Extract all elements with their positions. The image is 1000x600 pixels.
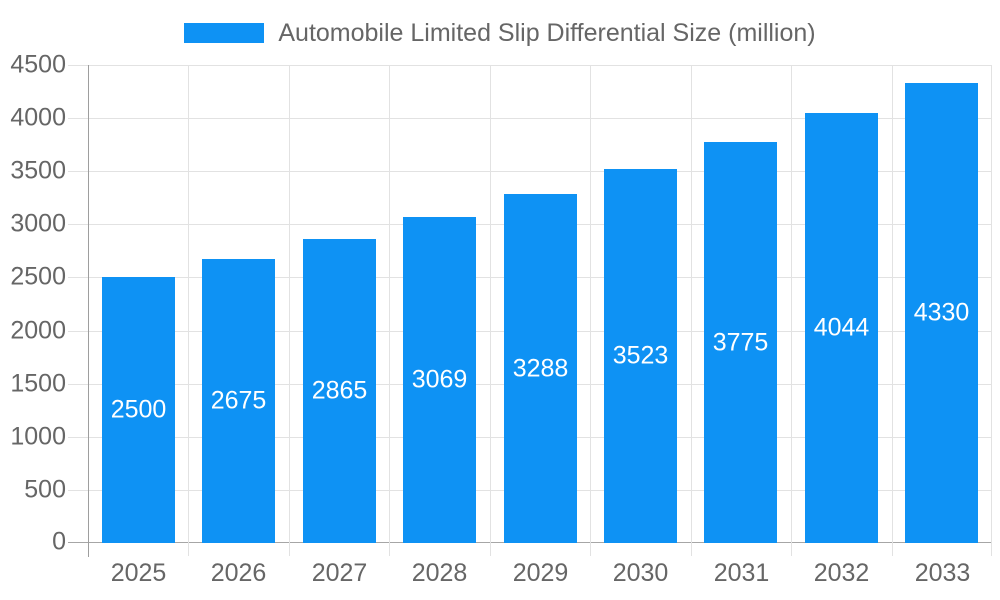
x-gridline (590, 65, 591, 556)
x-axis-label: 2030 (612, 559, 669, 587)
x-axis-label: 2026 (210, 559, 267, 587)
bar-value-label: 4330 (913, 298, 970, 327)
bar-2028[interactable]: 3069 (403, 217, 476, 543)
x-gridline (289, 65, 290, 556)
bar-2026[interactable]: 2675 (202, 259, 275, 543)
x-gridline (188, 65, 189, 556)
bar-value-label: 2500 (110, 395, 167, 424)
y-axis-label: 1500 (10, 369, 66, 398)
y-gridline (68, 118, 992, 119)
bar-2031[interactable]: 3775 (704, 142, 777, 543)
legend-swatch (184, 23, 265, 43)
bar-value-label: 3523 (612, 341, 669, 370)
bar-2029[interactable]: 3288 (504, 194, 577, 543)
x-axis-label: 2028 (411, 559, 468, 587)
y-axis-label: 2500 (10, 262, 66, 291)
bar-2025[interactable]: 2500 (102, 277, 175, 543)
x-gridline (791, 65, 792, 556)
legend-label: Automobile Limited Slip Differential Siz… (278, 18, 816, 47)
y-gridline (68, 65, 992, 66)
y-axis-line (88, 65, 89, 557)
y-axis-label: 500 (24, 475, 66, 504)
x-gridline (892, 65, 893, 556)
bar-value-label: 3288 (512, 354, 569, 382)
bar-value-label: 2865 (311, 376, 368, 405)
y-axis-label: 1000 (10, 422, 66, 451)
bar-2033[interactable]: 4330 (905, 83, 978, 543)
y-gridline (68, 171, 992, 172)
x-gridline (691, 65, 692, 556)
bar-value-label: 3069 (411, 365, 468, 394)
bar-2032[interactable]: 4044 (805, 113, 878, 543)
x-gridline (991, 65, 992, 556)
x-axis-label: 2027 (311, 559, 368, 587)
plot-area: 0 500 1000 1500 2000 2500 3000 3500 4000 4500 2500… (10, 51, 992, 587)
bar-value-label: 2675 (210, 386, 267, 415)
x-gridline (490, 65, 491, 556)
bar-value-label: 3775 (712, 328, 769, 356)
x-axis-label: 2029 (512, 559, 569, 587)
x-axis-label: 2032 (813, 559, 870, 587)
x-axis-label: 2033 (914, 559, 971, 587)
bar-2027[interactable]: 2865 (303, 239, 376, 543)
bar-2030[interactable]: 3523 (604, 169, 677, 543)
y-axis-label: 2000 (10, 316, 66, 345)
bar-value-label: 4044 (813, 313, 870, 342)
x-axis-label: 2025 (110, 559, 167, 587)
y-axis-label: 4000 (10, 103, 66, 132)
y-axis-label: 3000 (10, 209, 66, 238)
y-axis-label: 3500 (10, 156, 66, 185)
x-axis-label: 2031 (713, 559, 770, 587)
x-gridline (389, 65, 390, 556)
y-axis-label: 0 (52, 527, 66, 556)
legend[interactable]: Automobile Limited Slip Differential Siz… (0, 18, 1000, 47)
y-axis-label: 4500 (10, 50, 66, 79)
